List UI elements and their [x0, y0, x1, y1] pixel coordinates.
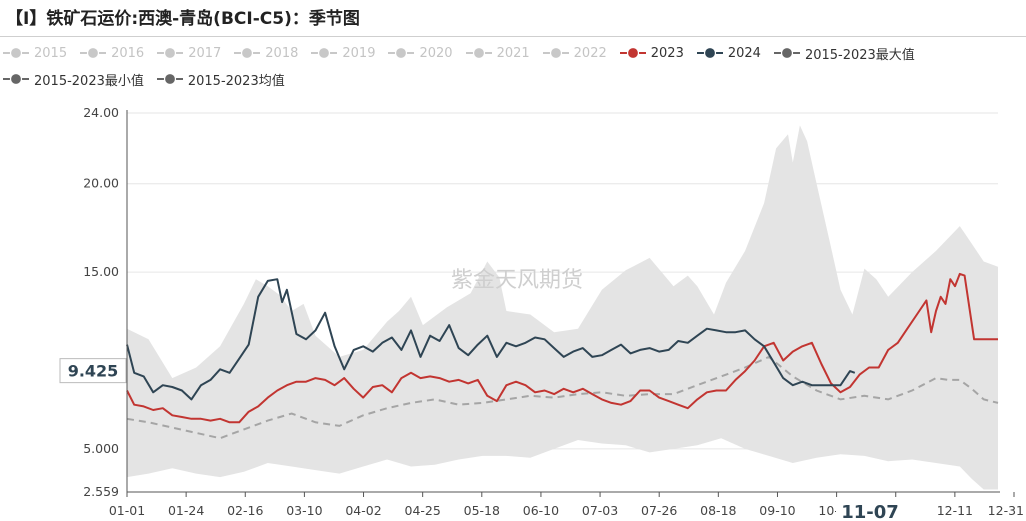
series-line-2023 [126, 272, 998, 424]
legend-item-4[interactable]: 2019 [310, 40, 375, 66]
legend-label: 2020 [419, 45, 453, 61]
legend-marker-icon [696, 46, 723, 60]
title-divider [0, 36, 1026, 37]
x-tick-label: 02-16 [227, 503, 263, 518]
legend-marker-icon [311, 46, 338, 60]
legend-marker-icon [542, 46, 569, 60]
legend-item-9[interactable]: 2024 [696, 40, 761, 66]
legend-item-11[interactable]: 2015-2023最小值 [2, 66, 144, 92]
legend-label: 2016 [111, 45, 145, 61]
x-tick-label: 08-18 [700, 503, 736, 518]
legend-item-1[interactable]: 2016 [79, 40, 144, 66]
legend-item-8[interactable]: 2023 [619, 40, 684, 66]
legend-label: 2017 [188, 45, 222, 61]
x-tick-label: 06-10 [523, 503, 559, 518]
legend-item-3[interactable]: 2018 [233, 40, 298, 66]
legend-marker-icon [3, 46, 29, 60]
x-tick-label: 12-11 [937, 503, 973, 518]
x-tick-label: 12-31 [988, 503, 1024, 518]
x-pointer-label-box [836, 498, 904, 521]
mean-line [126, 355, 999, 440]
legend-marker-icon [80, 46, 107, 60]
y-tick-label: 5.000 [83, 441, 119, 456]
legend-label: 2021 [496, 45, 530, 61]
x-tick-label: 07-26 [641, 503, 677, 518]
legend-item-12[interactable]: 2015-2023均值 [156, 66, 285, 92]
legend-label: 2015-2023最小值 [34, 73, 144, 89]
legend-label: 2015 [34, 45, 68, 61]
legend-label: 2023 [650, 45, 684, 61]
x-tick-label: 07-03 [582, 503, 618, 518]
legend-item-10[interactable]: 2015-2023最大值 [773, 40, 915, 66]
legend-marker-icon [157, 46, 184, 60]
y-min-tick-label: 2.559 [83, 484, 119, 499]
legend-marker-icon [465, 46, 492, 60]
watermark: 紫金天风期货 [451, 268, 583, 293]
legend-item-6[interactable]: 2021 [465, 40, 530, 66]
legend-marker-icon [156, 72, 183, 86]
legend-label: 2022 [573, 45, 607, 61]
legend-marker-icon [234, 46, 261, 60]
x-tick-label: 04-02 [345, 503, 381, 518]
legend-marker-icon [3, 72, 29, 86]
legend-label: 2024 [727, 45, 761, 61]
x-tick-label: 03-10 [286, 503, 322, 518]
legend-label: 2015-2023最大值 [804, 47, 915, 63]
legend-label: 2019 [342, 45, 376, 61]
x-tick-label: 04-25 [405, 503, 441, 518]
x-tick-label: 09-10 [759, 503, 795, 518]
legend-item-0[interactable]: 2015 [2, 40, 67, 66]
y-tick-label: 24.00 [83, 105, 119, 120]
legend-item-2[interactable]: 2017 [156, 40, 221, 66]
x-tick-label: 01-24 [168, 503, 204, 518]
legend-item-7[interactable]: 2022 [542, 40, 607, 66]
legend-item-5[interactable]: 2020 [387, 40, 453, 66]
x-tick-label: 01-01 [109, 503, 145, 518]
legend-marker-icon [773, 46, 800, 60]
y-tick-label: 15.00 [83, 264, 119, 279]
x-pointer-label: 11-07 [841, 502, 899, 521]
legend-label: 2015-2023均值 [187, 73, 285, 89]
x-tick-label: 05-18 [464, 503, 500, 518]
chart-title: 【I】铁矿石运价:西澳-青岛(BCI-C5)：季节图 [6, 9, 360, 29]
legend-marker-icon [619, 46, 646, 60]
legend-marker-icon [388, 46, 415, 60]
max-min-band [127, 125, 998, 490]
y-pointer-label-box [59, 358, 127, 384]
chart-legend: 2015 2016 2017 2018 2019 2020 2021 2022 2023 2024… [2, 40, 1022, 92]
y-tick-label: 20.00 [83, 176, 119, 191]
legend-label: 2018 [265, 45, 299, 61]
y-pointer-label: 9.425 [68, 362, 119, 381]
series-line-2024 [126, 278, 856, 401]
